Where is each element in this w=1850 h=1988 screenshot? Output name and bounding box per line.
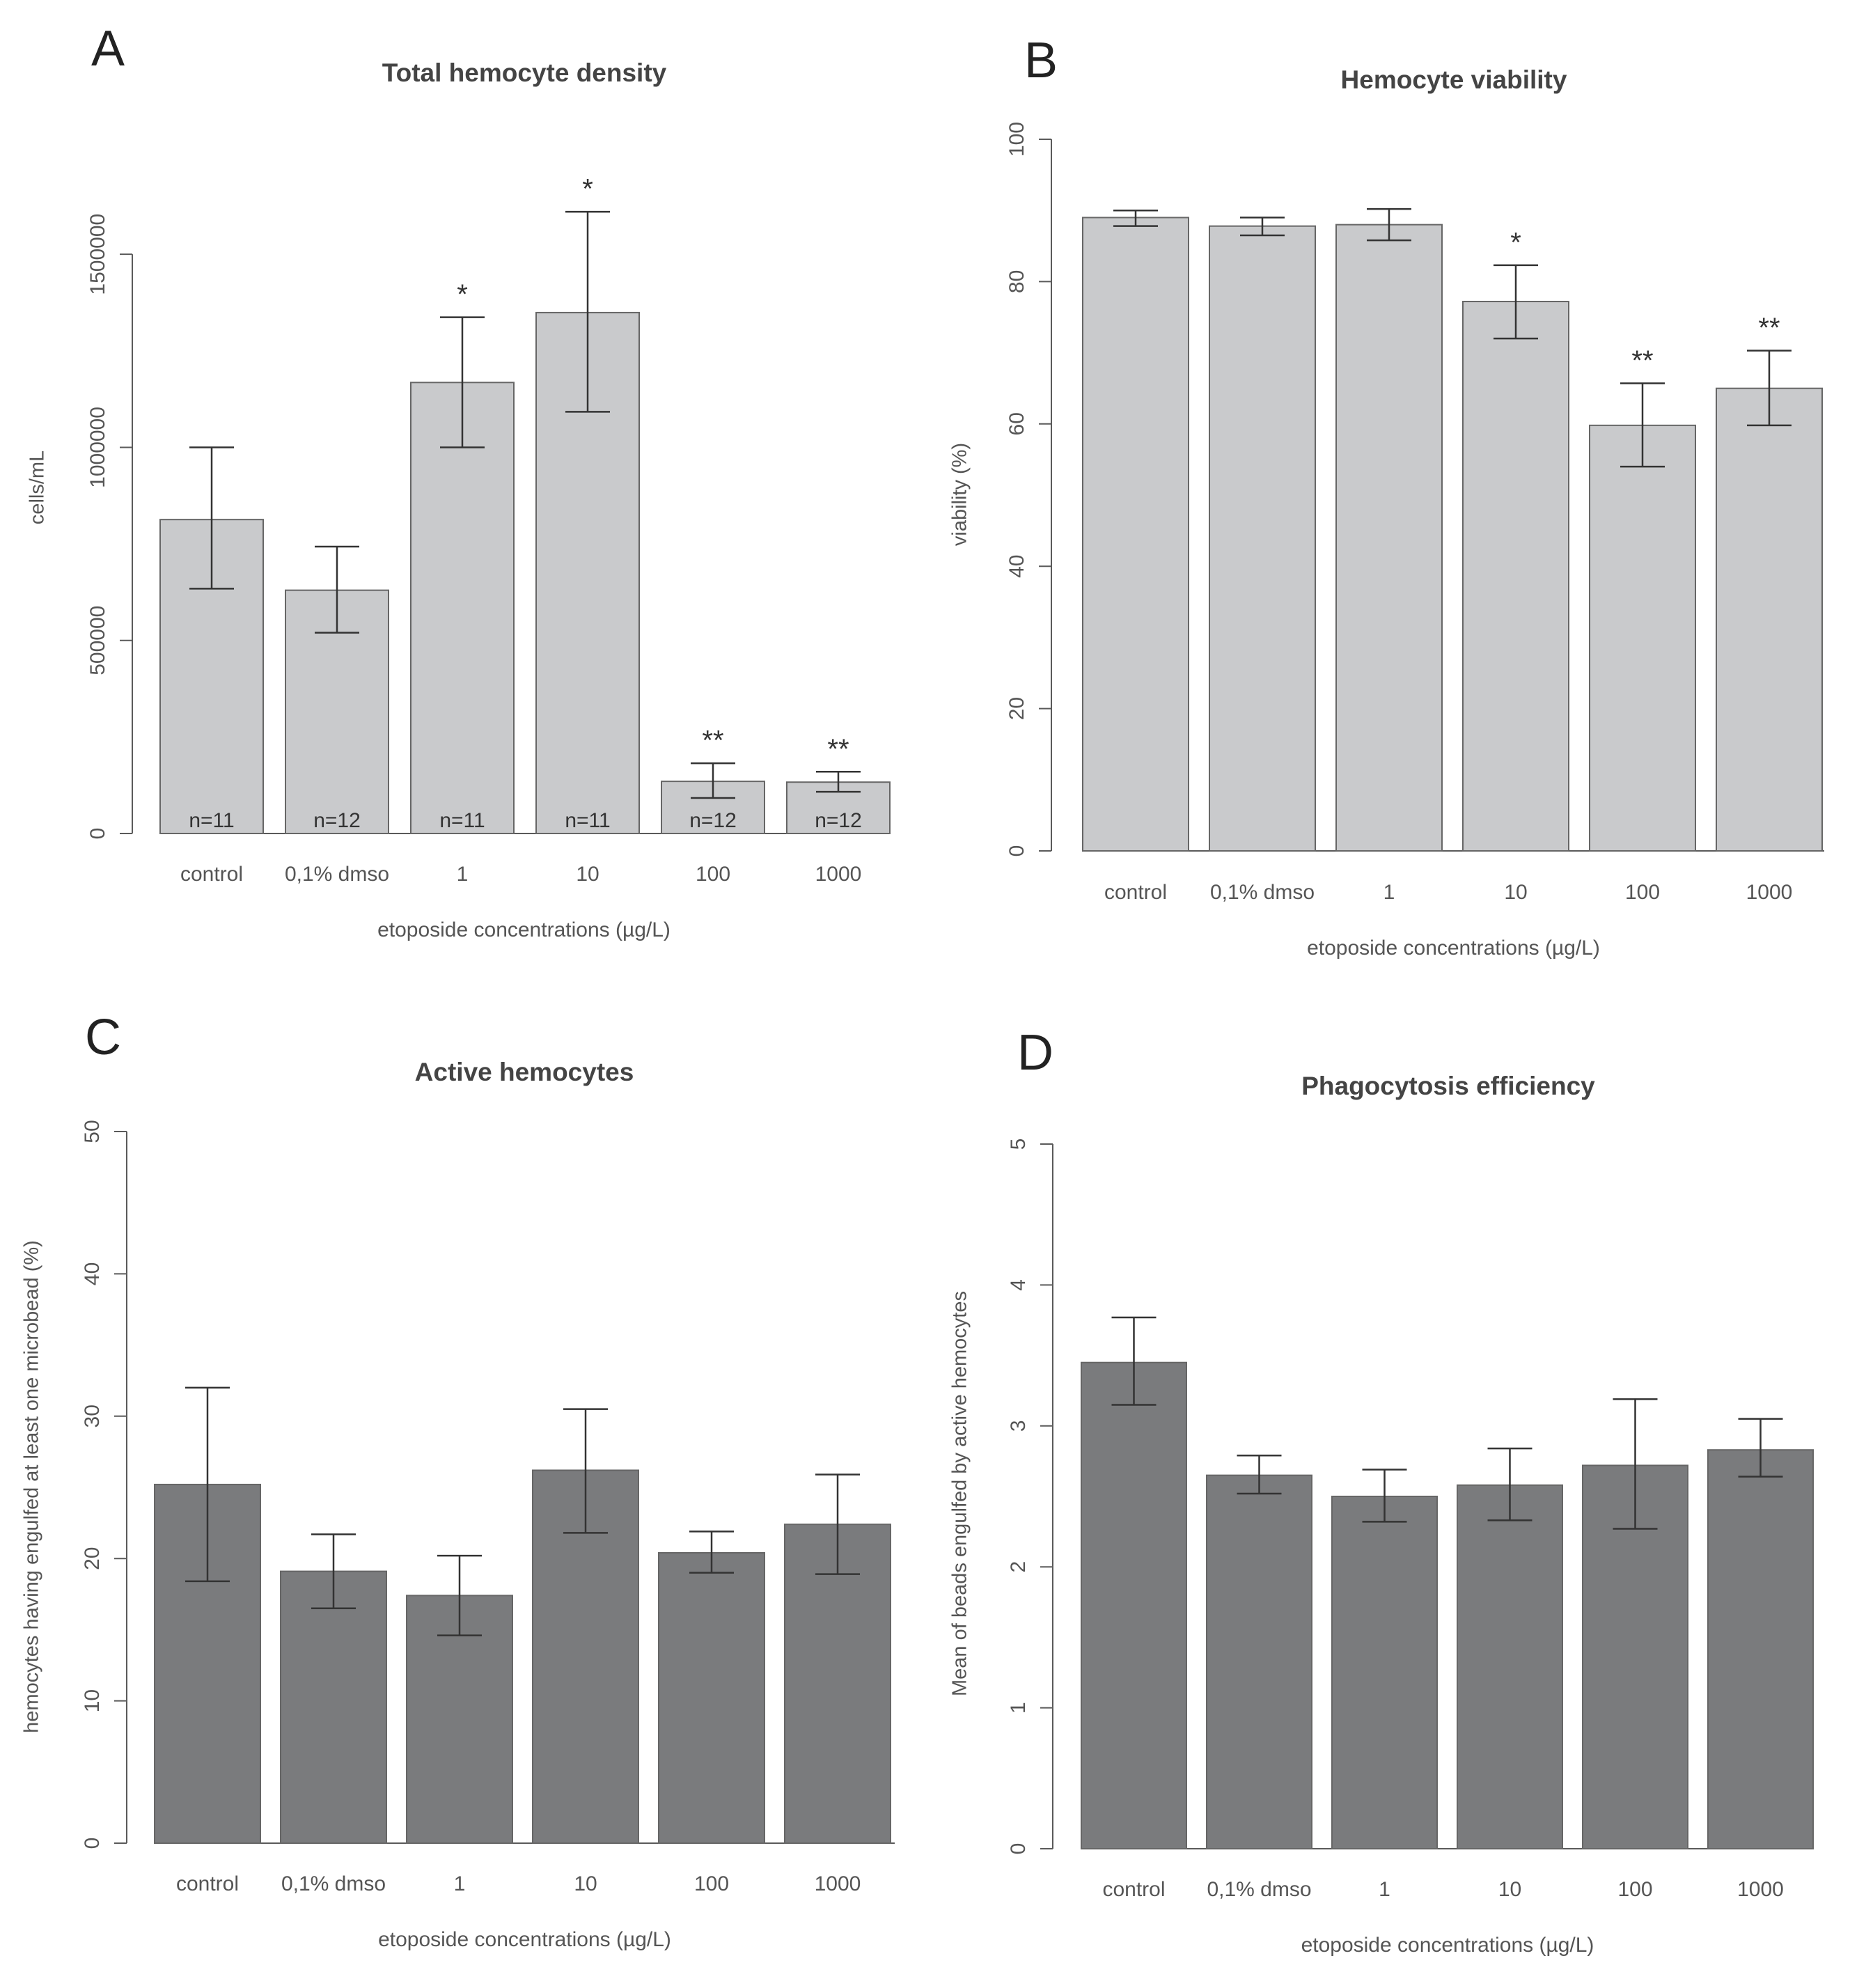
significance-mark-4: ** [1631, 345, 1653, 376]
bar-5 [1707, 1449, 1814, 1849]
n-label-4: n=12 [689, 809, 737, 832]
n-label-2: n=11 [439, 809, 485, 832]
y-axis-label: hemocytes having engulfed at least one m… [21, 1240, 43, 1733]
bar-1 [280, 1570, 387, 1844]
n-label-3: n=11 [565, 809, 610, 832]
x-tick-label-0: control [1102, 1878, 1165, 1901]
y-tick-label: 0 [1005, 845, 1028, 857]
y-axis-label: Mean of beads engulfed by active hemocyt… [949, 1291, 971, 1696]
x-tick-label-0: control [180, 863, 243, 886]
x-tick-label-0: control [1104, 881, 1167, 904]
significance-mark-5: ** [827, 734, 849, 765]
x-tick-label-1: 0,1% dmso [1210, 881, 1315, 904]
y-tick-label: 0 [81, 1838, 104, 1849]
chart-title: Active hemocytes [415, 1058, 634, 1086]
bar-2 [1335, 224, 1443, 852]
y-tick-label: 1 [1007, 1702, 1030, 1714]
chart-title: Phagocytosis efficiency [1301, 1072, 1595, 1100]
x-axis-label: etoposide concentrations (µg/L) [378, 1928, 671, 1951]
significance-mark-3: * [1510, 227, 1521, 258]
x-tick-label-4: 100 [1625, 881, 1660, 904]
bar-2 [1331, 1496, 1438, 1849]
x-tick-label-3: 10 [1504, 881, 1527, 904]
bar-3 [1462, 301, 1569, 852]
significance-mark-3: * [582, 174, 593, 205]
bar-2 [410, 382, 515, 834]
significance-mark-2: * [457, 279, 468, 310]
bar-4 [1589, 424, 1696, 852]
y-tick-label: 1500000 [86, 214, 109, 295]
y-axis-label: cells/mL [26, 451, 49, 524]
bar-2 [406, 1595, 513, 1844]
y-tick-label: 20 [1005, 697, 1028, 720]
significance-mark-4: ** [702, 726, 723, 756]
significance-mark-5: ** [1758, 313, 1780, 343]
bar-5 [1716, 387, 1823, 852]
x-axis-label: etoposide concentrations (µg/L) [1301, 1934, 1594, 1957]
x-tick-label-2: 1 [457, 863, 469, 886]
x-tick-label-5: 1000 [815, 863, 862, 886]
x-tick-label-4: 100 [1617, 1878, 1652, 1901]
y-tick-label: 5 [1007, 1138, 1030, 1150]
chart-title: Total hemocyte density [382, 58, 667, 87]
x-tick-label-4: 100 [694, 1872, 729, 1895]
panel-label: B [1024, 33, 1058, 88]
x-tick-label-3: 10 [1498, 1878, 1521, 1901]
panel-d: D Phagocytosis efficiency 0 1 2 3 4 5 Mean of be… [949, 1025, 1814, 1957]
bar-0 [1081, 1361, 1187, 1849]
y-tick-label: 40 [81, 1262, 104, 1285]
bar-0 [1082, 217, 1189, 852]
chart-title: Hemocyte viability [1341, 65, 1567, 94]
x-axis-label: etoposide concentrations (µg/L) [1307, 937, 1600, 960]
y-tick-label: 4 [1007, 1279, 1030, 1291]
x-tick-label-3: 10 [576, 863, 599, 886]
y-tick-label: 0 [86, 828, 109, 840]
x-tick-label-1: 0,1% dmso [285, 863, 389, 886]
y-tick-label: 80 [1005, 270, 1028, 293]
n-label-5: n=12 [815, 809, 862, 832]
y-tick-label: 500000 [86, 606, 109, 675]
y-tick-label: 20 [81, 1547, 104, 1570]
panel-label: D [1017, 1025, 1053, 1081]
x-tick-label-1: 0,1% dmso [1207, 1878, 1311, 1901]
y-tick-label: 0 [1007, 1843, 1030, 1855]
y-tick-label: 100 [1005, 122, 1028, 157]
panel-a: A Total hemocyte density 0 500000 1000000 150… [26, 21, 891, 941]
panel-label: A [91, 21, 125, 77]
panel-c: C Active hemocytes 0 10 20 30 40 50 hemocytes ha… [21, 1010, 895, 1951]
y-tick-label: 3 [1007, 1420, 1030, 1432]
x-tick-label-2: 1 [454, 1872, 466, 1895]
panel-b: B Hemocyte viability 0 20 40 60 80 100 viability… [949, 33, 1824, 960]
y-tick-label: 40 [1005, 555, 1028, 578]
y-tick-label: 60 [1005, 412, 1028, 435]
y-tick-label: 1000000 [86, 407, 109, 488]
x-axis-label: etoposide concentrations (µg/L) [377, 918, 671, 941]
x-tick-label-1: 0,1% dmso [281, 1872, 386, 1895]
x-tick-label-0: control [176, 1872, 239, 1895]
y-tick-label: 10 [81, 1689, 104, 1712]
x-tick-label-5: 1000 [1746, 881, 1793, 904]
bar-4 [658, 1552, 765, 1844]
y-tick-label: 50 [81, 1120, 104, 1143]
x-tick-label-4: 100 [696, 863, 730, 886]
panel-label: C [85, 1010, 121, 1065]
bar-3 [1457, 1484, 1563, 1850]
x-tick-label-5: 1000 [815, 1872, 861, 1895]
n-label-0: n=11 [189, 809, 234, 832]
bar-5 [784, 1524, 891, 1845]
x-tick-label-2: 1 [1383, 881, 1395, 904]
x-tick-label-3: 10 [574, 1872, 597, 1895]
x-tick-label-2: 1 [1379, 1878, 1390, 1901]
y-tick-label: 2 [1007, 1561, 1030, 1573]
bar-1 [1209, 225, 1316, 852]
n-label-1: n=12 [313, 809, 361, 832]
bar-1 [1206, 1474, 1312, 1849]
y-tick-label: 30 [81, 1404, 104, 1427]
y-axis-label: viability (%) [949, 443, 971, 546]
x-tick-label-5: 1000 [1737, 1878, 1784, 1901]
